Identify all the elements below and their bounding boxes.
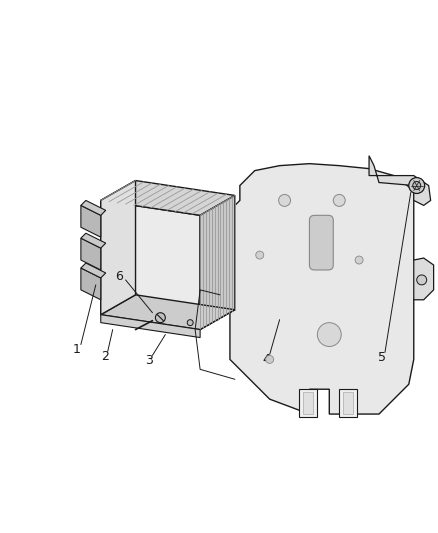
Polygon shape: [81, 263, 106, 278]
Circle shape: [187, 320, 193, 326]
Polygon shape: [369, 156, 431, 205]
Polygon shape: [101, 181, 235, 215]
Polygon shape: [101, 200, 200, 329]
Circle shape: [417, 275, 427, 285]
Polygon shape: [81, 200, 106, 215]
Polygon shape: [101, 181, 135, 314]
Text: 3: 3: [145, 354, 153, 367]
Circle shape: [409, 177, 425, 193]
Polygon shape: [81, 233, 106, 248]
Polygon shape: [200, 196, 235, 329]
Text: 6: 6: [115, 270, 123, 284]
Polygon shape: [81, 268, 101, 300]
Polygon shape: [414, 258, 434, 300]
Polygon shape: [101, 314, 200, 337]
Circle shape: [279, 195, 290, 206]
Circle shape: [256, 251, 264, 259]
Text: 5: 5: [378, 351, 386, 364]
Polygon shape: [230, 164, 424, 414]
Circle shape: [266, 356, 274, 364]
Circle shape: [155, 313, 165, 322]
Circle shape: [413, 182, 421, 190]
Text: 1: 1: [73, 343, 81, 356]
Polygon shape: [81, 238, 101, 270]
FancyBboxPatch shape: [309, 215, 333, 270]
Polygon shape: [101, 295, 235, 329]
Circle shape: [355, 256, 363, 264]
Text: 2: 2: [101, 350, 109, 363]
Circle shape: [333, 195, 345, 206]
Circle shape: [318, 322, 341, 346]
Polygon shape: [339, 389, 357, 417]
Polygon shape: [300, 389, 318, 417]
Polygon shape: [304, 392, 314, 414]
Text: 4: 4: [263, 353, 271, 366]
Polygon shape: [343, 392, 353, 414]
Polygon shape: [81, 205, 101, 237]
